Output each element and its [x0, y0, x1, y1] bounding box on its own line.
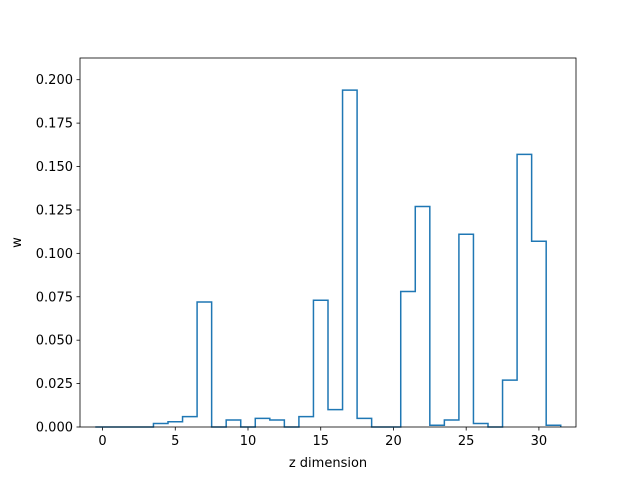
y-tick-label: 0.075	[36, 290, 73, 305]
y-tick-label: 0.125	[36, 203, 73, 218]
y-tick-label: 0.025	[36, 377, 73, 392]
bin-12	[270, 420, 285, 427]
y-tick-label: 0.050	[36, 334, 73, 349]
bin-7	[197, 302, 212, 427]
bin-18	[357, 418, 372, 427]
bin-11	[255, 418, 270, 427]
x-axis-ticks: 0 5 10 15 20 25 30	[98, 427, 547, 449]
x-tick-label: 20	[385, 434, 402, 449]
x-tick-label: 10	[240, 434, 257, 449]
bin-17	[343, 90, 358, 427]
bin-4	[153, 424, 168, 427]
bin-5	[168, 422, 183, 427]
y-axis-label: w	[10, 237, 25, 248]
x-tick-label: 25	[458, 434, 475, 449]
bin-28	[503, 380, 518, 427]
x-tick-label: 5	[171, 434, 179, 449]
bin-22	[415, 206, 430, 427]
plot-frame	[79, 57, 577, 428]
y-tick-label: 0.000	[36, 421, 73, 436]
bin-6	[183, 417, 198, 427]
bin-25	[459, 234, 474, 427]
bin-21	[401, 292, 416, 427]
bin-30	[532, 241, 547, 427]
x-tick-label: 30	[531, 434, 548, 449]
x-tick-label: 0	[98, 434, 106, 449]
x-tick-label: 15	[312, 434, 329, 449]
bin-16	[328, 410, 343, 427]
y-tick-label: 0.100	[36, 247, 73, 262]
y-tick-label: 0.175	[36, 117, 73, 132]
bin-24	[444, 420, 459, 427]
bin-29	[517, 154, 532, 427]
y-tick-label: 0.150	[36, 160, 73, 175]
y-tick-label: 0.200	[36, 73, 73, 88]
bin-14	[299, 417, 314, 427]
y-axis-ticks: 0.000 0.025 0.050 0.075 0.100 0.125 0.150 0.175…	[36, 73, 80, 436]
bin-9	[226, 420, 241, 427]
x-axis-label: z dimension	[289, 456, 367, 471]
bin-15	[313, 300, 328, 427]
bin-26	[473, 424, 488, 427]
